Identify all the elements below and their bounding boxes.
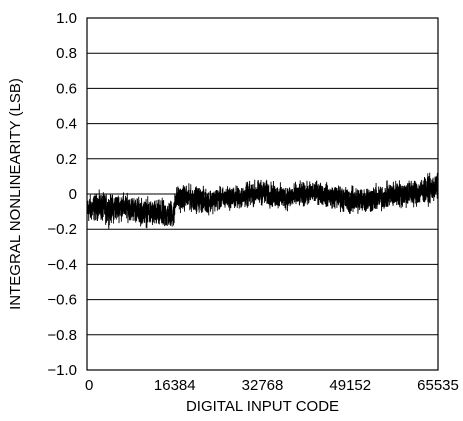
inl-series-line [86,172,439,230]
x-tick-label: 16384 [154,377,196,394]
x-tick-labels: 0 16384 32768 49152 65535 [85,377,459,394]
plot-area-frame [86,17,439,371]
y-tick-label: 0.2 [56,151,77,168]
x-tick-label: 65535 [417,377,459,394]
y-tick-label: −1.0 [47,362,77,379]
y-tick-label: 0.8 [56,45,77,62]
x-tick-label: 49152 [329,377,371,394]
x-tick-label: 32768 [242,377,284,394]
y-tick-label: 0 [69,186,77,203]
series-layer [86,172,439,230]
y-axis-title: INTEGRAL NONLINEARITY (LSB) [7,78,24,310]
y-tick-label: −0.4 [47,256,77,273]
x-tick-label: 0 [85,377,93,394]
y-tick-label: −0.2 [47,221,77,238]
y-tick-labels: 1.0 0.8 0.6 0.4 0.2 0 −0.2 −0.4 −0.6 −0.8 −1.0 [47,10,77,379]
y-tick-label: 0.4 [56,116,77,133]
y-tick-label: 1.0 [56,10,77,27]
x-axis-title: DIGITAL INPUT CODE [186,398,339,415]
y-tick-label: 0.6 [56,80,77,97]
y-tick-label: −0.8 [47,327,77,344]
y-tick-label: −0.6 [47,292,77,309]
